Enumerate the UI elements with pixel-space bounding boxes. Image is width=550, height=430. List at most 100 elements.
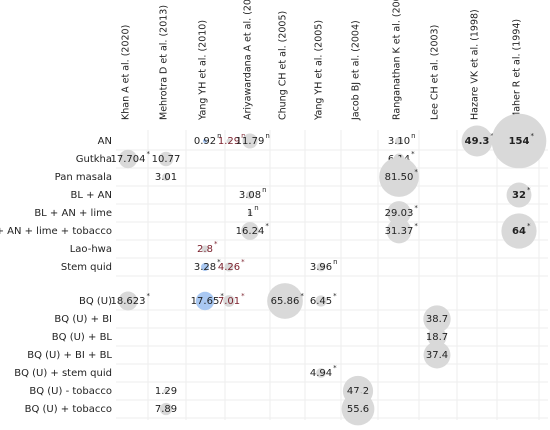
bubble [201, 245, 209, 253]
row-label: BQ (U) + stem quid [14, 368, 112, 379]
significance-mark: * [147, 150, 151, 158]
significance-mark: n [262, 186, 266, 194]
value-label: 17.65 [191, 296, 220, 307]
significance-mark: * [333, 292, 337, 300]
column-header: Yang YH et al. (2010) [198, 20, 209, 121]
significance-mark: * [241, 258, 245, 266]
value-label: 29.03 [385, 208, 414, 219]
value-label: 47.2 [347, 386, 369, 397]
significance-mark: n [217, 132, 221, 140]
value-label: 7.89 [155, 404, 177, 415]
bubble [159, 402, 173, 416]
column-header: Ariyawardana A et al. (2006) [243, 0, 254, 120]
value-label: 4.94 [310, 368, 332, 379]
significance-mark: * [414, 222, 418, 230]
bubble [501, 213, 537, 249]
significance-mark: * [147, 292, 151, 300]
value-label: 6.45 [310, 296, 332, 307]
significance-mark: * [241, 292, 245, 300]
bubble [379, 157, 419, 197]
value-label: 65.86 [271, 296, 300, 307]
row-label: Gutkha [76, 154, 112, 165]
column-header: Chung CH et al. (2005) [278, 11, 289, 120]
row-label: Pan masala [55, 172, 112, 183]
column-header: Khan A et al. (2020) [121, 25, 132, 120]
bubble [247, 210, 253, 216]
bubble [223, 295, 235, 307]
significance-mark: n [265, 132, 269, 140]
significance-mark: * [414, 204, 418, 212]
significance-mark: * [527, 186, 531, 194]
column-header: Yang YH et al. (2005) [314, 20, 325, 121]
column-header: Maher R et al. (1994) [512, 19, 523, 120]
bubble [387, 201, 411, 225]
bubble [118, 291, 138, 311]
significance-mark: * [217, 258, 221, 266]
row-label: Lao-hwa [70, 244, 112, 255]
bubble [341, 392, 375, 426]
value-label: 1.29 [218, 136, 240, 147]
value-label: 3.96 [310, 262, 332, 273]
bubble [316, 262, 326, 272]
value-label: 4.26 [218, 262, 240, 273]
value-label: 0.92 [194, 136, 216, 147]
value-label: 37.4 [426, 350, 448, 361]
bubble [315, 295, 327, 307]
value-label: 38.7 [426, 314, 448, 325]
value-label: 2.8 [197, 244, 213, 255]
row-label: AN [98, 136, 112, 147]
significance-mark: * [411, 150, 415, 158]
bubble [461, 125, 493, 157]
significance-mark: * [333, 364, 337, 372]
bubble [162, 173, 170, 181]
row-label: BL + AN [71, 190, 113, 201]
significance-mark: * [527, 222, 531, 230]
row-label: BQ (U) + BL [52, 332, 113, 343]
bubble [267, 283, 303, 319]
bubble [427, 327, 447, 347]
bubble [241, 222, 259, 240]
bubble [246, 191, 254, 199]
bubble [201, 263, 209, 271]
value-label: 1 [247, 208, 253, 219]
value-label: 3.08 [239, 190, 261, 201]
column-header: Hazare VK et al. (1998) [470, 9, 481, 120]
significance-mark: n [411, 132, 415, 140]
value-label: 32 [512, 190, 526, 201]
value-label: 18.623 [111, 296, 146, 307]
bubble [224, 262, 234, 272]
value-label: 3.28 [194, 262, 216, 273]
value-label: 81.50 [385, 172, 414, 183]
row-label: BQ (U) + tobacco [25, 404, 112, 415]
value-label: 154 [509, 136, 530, 147]
bubble [195, 291, 215, 311]
significance-mark: n [254, 204, 258, 212]
column-header: Mehrotra D et al. (2013) [159, 5, 170, 120]
value-label: 55.6 [347, 404, 369, 415]
bubble [163, 388, 169, 394]
bubble [316, 368, 326, 378]
bubble [118, 149, 138, 169]
column-header: Jacob BJ et al. (2004) [351, 20, 362, 121]
significance-mark: * [414, 168, 418, 176]
bubble [395, 137, 403, 145]
value-label: 18.7 [426, 332, 448, 343]
value-label: 3.10 [388, 136, 410, 147]
row-label: Stem quid [61, 262, 112, 273]
bubble [158, 151, 174, 167]
significance-mark: * [220, 292, 224, 300]
value-label: 3.01 [155, 172, 177, 183]
bubble [386, 218, 412, 244]
value-label: 31.37 [385, 226, 414, 237]
significance-mark: * [214, 240, 218, 248]
value-label: 7.01 [218, 296, 240, 307]
value-label: 16.24 [236, 226, 265, 237]
value-label: 17.704 [111, 154, 146, 165]
value-label: 10.77 [152, 154, 181, 165]
value-label: 11.79 [236, 136, 265, 147]
value-label: 64 [512, 226, 526, 237]
bubble [242, 133, 258, 149]
bubble [202, 138, 208, 144]
significance-mark: * [300, 292, 304, 300]
